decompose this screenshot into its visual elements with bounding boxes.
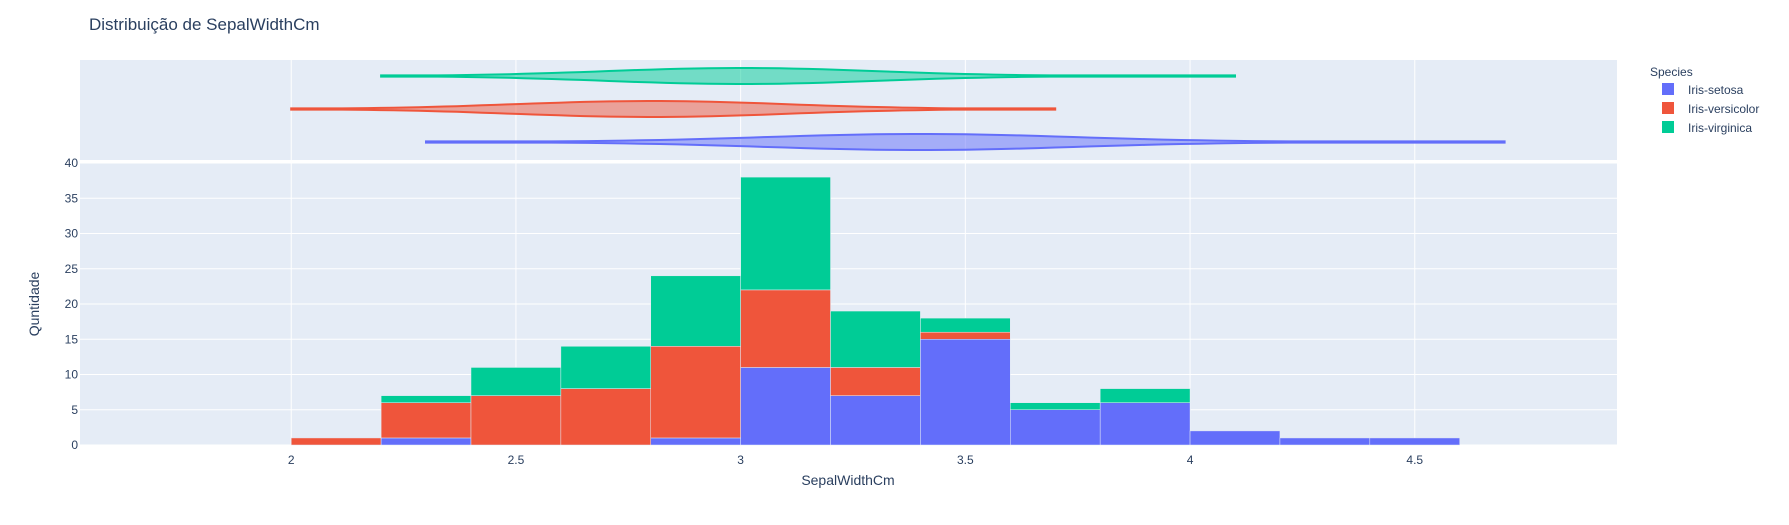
- x-tick-label: 3: [737, 453, 744, 467]
- violin-shape: [290, 100, 1057, 118]
- legend-item[interactable]: Iris-versicolor: [1662, 102, 1759, 116]
- y-tick-label: 5: [71, 403, 78, 417]
- y-tick-label: 25: [65, 262, 79, 276]
- violin-plots: [290, 67, 1506, 151]
- histogram-bar: [740, 176, 831, 291]
- histogram-bar: [920, 339, 1011, 446]
- legend-label: Iris-setosa: [1688, 83, 1744, 97]
- histogram-bar: [290, 437, 382, 446]
- histogram-bar: [740, 289, 831, 368]
- chart-title: Distribuição de SepalWidthCm: [89, 15, 320, 34]
- y-axis-ticks: 0 5 10 15 20 25 30 35 40: [65, 156, 79, 452]
- histogram-bar: [380, 395, 472, 403]
- histogram-bar: [560, 346, 652, 389]
- histogram-bar: [1189, 430, 1281, 446]
- histogram-bar: [740, 367, 831, 446]
- histogram-bar: [380, 437, 472, 446]
- x-tick-label: 2.5: [508, 453, 525, 467]
- legend-label: Iris-versicolor: [1688, 102, 1759, 116]
- histogram-bar: [560, 388, 652, 446]
- histogram-bar: [920, 331, 1011, 340]
- legend-swatch: [1662, 102, 1674, 114]
- legend-title: Species: [1650, 65, 1693, 79]
- violin-shape: [380, 67, 1236, 85]
- histogram-bars: [290, 176, 1460, 446]
- x-axis-ticks: 2 2.5 3 3.5 4 4.5: [288, 453, 1424, 467]
- x-tick-label: 4.5: [1406, 453, 1423, 467]
- legend: Species Iris-setosa Iris-versicolor Iris…: [1650, 65, 1759, 135]
- y-tick-label: 40: [65, 156, 79, 170]
- x-tick-label: 2: [288, 453, 295, 467]
- histogram-bar: [650, 275, 741, 347]
- y-tick-label: 0: [71, 438, 78, 452]
- y-tick-label: 30: [65, 227, 79, 241]
- x-tick-label: 3.5: [957, 453, 974, 467]
- legend-item[interactable]: Iris-virginica: [1662, 121, 1752, 135]
- legend-item[interactable]: Iris-setosa: [1662, 83, 1744, 97]
- histogram-bar: [830, 395, 921, 446]
- histogram-bar: [650, 346, 741, 439]
- y-tick-label: 15: [65, 332, 79, 346]
- y-tick-label: 20: [65, 297, 79, 311]
- legend-swatch: [1662, 83, 1674, 95]
- histogram-bar: [470, 395, 562, 446]
- x-tick-label: 4: [1187, 453, 1194, 467]
- histogram-bar: [470, 367, 562, 396]
- histogram-bar: [1369, 437, 1460, 446]
- histogram-bar: [920, 317, 1011, 333]
- histogram-bar: [1010, 402, 1101, 411]
- legend-swatch: [1662, 121, 1674, 133]
- histogram-bar: [1010, 409, 1101, 446]
- x-axis-title: SepalWidthCm: [801, 472, 894, 488]
- histogram-bar: [380, 402, 472, 439]
- histogram-bar: [650, 437, 741, 446]
- y-tick-label: 10: [65, 368, 79, 382]
- histogram-bar: [830, 367, 921, 396]
- y-tick-label: 35: [65, 191, 79, 205]
- violin-shape: [425, 133, 1506, 151]
- histogram-bar: [1099, 388, 1191, 403]
- y-axis-title: Quntidade: [26, 271, 42, 336]
- histogram-bar: [1099, 402, 1191, 446]
- legend-label: Iris-virginica: [1688, 121, 1752, 135]
- histogram-bar: [1279, 437, 1371, 446]
- histogram-bar: [830, 310, 921, 368]
